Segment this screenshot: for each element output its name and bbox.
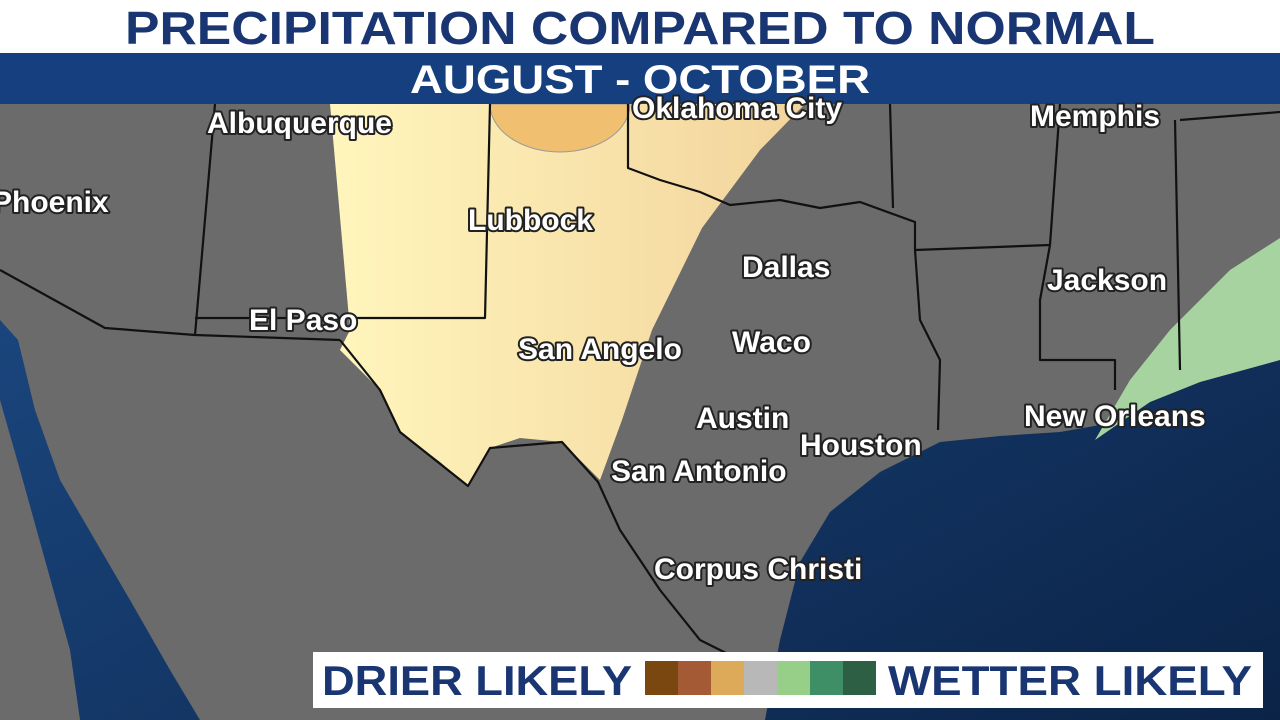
outlook-areas	[330, 103, 1280, 486]
subtitle: AUGUST - OCTOBER	[410, 58, 870, 102]
city-label: New Orleans	[1024, 400, 1206, 433]
city-label: Lubbock	[468, 204, 593, 237]
legend: DRIER LIKELY WETTER LIKELY	[313, 652, 1263, 708]
city-label: Houston	[800, 429, 922, 462]
legend-right: WETTER LIKELY	[888, 657, 1252, 704]
city-labels: Albuquerque Oklahoma City Memphis Phoeni…	[0, 90, 1208, 588]
legend-left: DRIER LIKELY	[322, 657, 632, 704]
city-label: San Antonio	[611, 455, 787, 488]
title-band	[0, 0, 1280, 53]
city-label: Memphis	[1030, 100, 1160, 133]
city-label: El Paso	[249, 304, 357, 337]
city-label: Waco	[732, 326, 811, 359]
city-label: Corpus Christi	[654, 553, 862, 586]
state-borders	[0, 103, 1280, 661]
city-label: Oklahoma City	[632, 92, 842, 125]
city-label: Albuquerque	[207, 107, 392, 140]
city-label: Phoenix	[0, 186, 109, 219]
legend-swatches	[645, 661, 876, 695]
subtitle-band	[0, 53, 1280, 104]
city-label: Austin	[696, 402, 789, 435]
title: PRECIPITATION COMPARED TO NORMAL	[125, 2, 1155, 54]
city-label: Jackson	[1047, 264, 1167, 297]
city-label: Dallas	[742, 251, 830, 284]
city-label: San Angelo	[518, 333, 682, 366]
